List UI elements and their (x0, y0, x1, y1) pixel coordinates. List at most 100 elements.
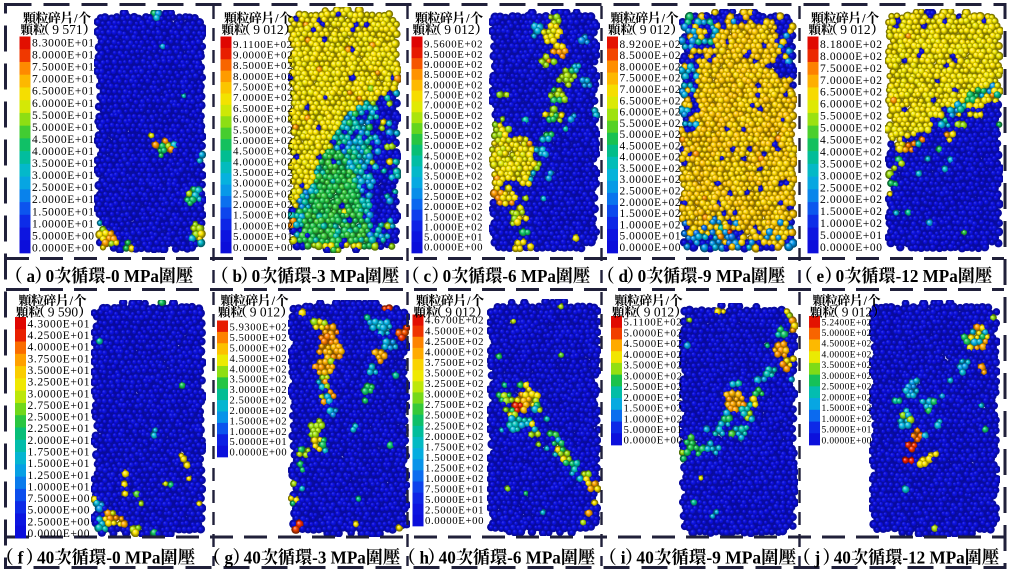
svg-text:7.0000E+02: 7.0000E+02 (820, 75, 883, 87)
svg-text:/: / (661, 12, 666, 26)
svg-text:4.5000E+02: 4.5000E+02 (425, 325, 484, 337)
svg-text:4.5000E+02: 4.5000E+02 (820, 135, 883, 147)
svg-text:3.5000E+02: 3.5000E+02 (233, 167, 293, 179)
svg-text:1.5000E+01: 1.5000E+01 (32, 206, 95, 218)
svg-text:7.5000E+02: 7.5000E+02 (233, 82, 293, 94)
svg-text:6.5000E+02: 6.5000E+02 (233, 103, 293, 115)
svg-text:2.5000E+01: 2.5000E+01 (32, 182, 95, 194)
svg-text:2.0000E+02: 2.0000E+02 (233, 199, 293, 211)
svg-text:5.0000E+02: 5.0000E+02 (820, 123, 883, 135)
svg-text:1.5000E+02: 1.5000E+02 (424, 211, 483, 223)
svg-text:8.0000E+02: 8.0000E+02 (820, 51, 883, 63)
svg-text:5.0000E+01: 5.0000E+01 (624, 424, 683, 436)
svg-text:d: d (619, 266, 629, 287)
svg-text:9 012: 9 012 (842, 305, 872, 320)
svg-text:0.0000E+00: 0.0000E+00 (28, 528, 91, 540)
svg-text:8.5000E+02: 8.5000E+02 (620, 50, 682, 62)
svg-text:2.0000E+01: 2.0000E+01 (28, 435, 91, 447)
svg-text:2.5000E+02: 2.5000E+02 (424, 191, 483, 203)
svg-text:8.0000E+02: 8.0000E+02 (424, 79, 483, 91)
svg-text:3.5000E+02: 3.5000E+02 (620, 163, 682, 175)
svg-text:5.5000E+02: 5.5000E+02 (820, 111, 883, 123)
svg-text:9.5600E+02: 9.5600E+02 (424, 39, 483, 51)
svg-text:4.5000E+02: 4.5000E+02 (233, 146, 293, 158)
svg-text:1.5000E+02: 1.5000E+02 (620, 208, 682, 220)
svg-text:3.5000E+01: 3.5000E+01 (28, 365, 91, 377)
svg-text:0: 0 (638, 266, 647, 287)
svg-text:2.5000E+02: 2.5000E+02 (822, 383, 872, 393)
svg-text:4.5000E+02: 4.5000E+02 (424, 150, 483, 162)
svg-text:4.0000E+01: 4.0000E+01 (32, 146, 95, 158)
svg-text:0.0000E+00: 0.0000E+00 (230, 448, 288, 459)
svg-text:6.5000E+02: 6.5000E+02 (620, 95, 682, 107)
svg-text:8.0000E+02: 8.0000E+02 (233, 71, 293, 83)
svg-text:4.0000E+02: 4.0000E+02 (820, 146, 883, 158)
svg-text:0.0000E+00: 0.0000E+00 (624, 435, 683, 447)
svg-text:1.0000E+02: 1.0000E+02 (822, 415, 872, 425)
svg-text:3.2500E+02: 3.2500E+02 (425, 378, 484, 390)
svg-text:5.5000E+02: 5.5000E+02 (233, 124, 293, 136)
svg-text:9 590: 9 590 (48, 305, 79, 320)
svg-text:0: 0 (443, 266, 452, 287)
svg-text:-0 MPa: -0 MPa (106, 547, 160, 567)
svg-text:3.2500E+01: 3.2500E+01 (28, 377, 91, 389)
svg-text:1.7500E+02: 1.7500E+02 (425, 441, 484, 453)
svg-text:2.5000E+01: 2.5000E+01 (28, 412, 91, 424)
svg-text:40: 40 (636, 547, 654, 567)
svg-text:7.5000E+01: 7.5000E+01 (425, 484, 484, 496)
svg-text:40: 40 (37, 547, 54, 567)
svg-text:1.5000E+01: 1.5000E+01 (28, 458, 91, 470)
svg-text:1.5000E+02: 1.5000E+02 (822, 404, 872, 414)
svg-text:3.0000E+02: 3.0000E+02 (230, 385, 288, 396)
svg-text:9.0000E+02: 9.0000E+02 (424, 59, 483, 71)
svg-text:4.0000E+02: 4.0000E+02 (620, 152, 682, 164)
svg-text:-12 MPa: -12 MPa (896, 266, 958, 287)
svg-text:4.2500E+01: 4.2500E+01 (28, 330, 91, 342)
svg-text:2.0000E+02: 2.0000E+02 (624, 392, 683, 404)
svg-text:6.0000E+02: 6.0000E+02 (233, 114, 293, 126)
svg-text:3.0000E+02: 3.0000E+02 (620, 174, 682, 186)
svg-text:7.0000E+02: 7.0000E+02 (233, 92, 293, 104)
svg-text:1.5000E+02: 1.5000E+02 (233, 210, 293, 222)
svg-text:3.5000E+02: 3.5000E+02 (624, 360, 683, 372)
svg-text:1.2500E+01: 1.2500E+01 (28, 470, 91, 482)
svg-text:3.0000E+02: 3.0000E+02 (424, 181, 483, 193)
svg-text:2.5000E+02: 2.5000E+02 (624, 381, 683, 393)
svg-text:9 012: 9 012 (253, 22, 283, 37)
svg-text:2.0000E+02: 2.0000E+02 (230, 406, 288, 417)
svg-text:3.0000E+02: 3.0000E+02 (820, 170, 883, 182)
svg-text:1.5000E+02: 1.5000E+02 (230, 416, 288, 427)
svg-text:3.7500E+02: 3.7500E+02 (425, 357, 484, 369)
svg-text:8.1800E+02: 8.1800E+02 (820, 39, 883, 51)
svg-text:7.5000E+02: 7.5000E+02 (820, 63, 883, 75)
svg-text:2.2500E+01: 2.2500E+01 (28, 423, 91, 435)
svg-text:9.1100E+02: 9.1100E+02 (233, 39, 293, 51)
svg-text:g: g (225, 547, 234, 568)
svg-text:5.0000E+02: 5.0000E+02 (424, 140, 483, 152)
svg-text:-3 MPa: -3 MPa (311, 266, 365, 287)
svg-text:2.2500E+02: 2.2500E+02 (425, 420, 484, 432)
svg-text:-3 MPa: -3 MPa (312, 547, 366, 568)
svg-text:8.9200E+02: 8.9200E+02 (620, 39, 682, 51)
svg-text:3.0000E+02: 3.0000E+02 (233, 178, 293, 190)
svg-text:c: c (424, 266, 432, 287)
svg-text:/: / (69, 294, 74, 308)
svg-text:5.9300E+02: 5.9300E+02 (230, 323, 288, 334)
svg-text:5.0000E+02: 5.0000E+02 (230, 344, 288, 355)
svg-text:2.0000E+02: 2.0000E+02 (425, 431, 484, 443)
svg-text:3.5000E+01: 3.5000E+01 (32, 158, 95, 170)
svg-text:4.6700E+02: 4.6700E+02 (425, 315, 484, 327)
svg-text:8.3000E+01: 8.3000E+01 (32, 38, 95, 50)
svg-text:i: i (621, 547, 626, 567)
svg-text:7.5000E+01: 7.5000E+01 (32, 62, 95, 74)
svg-text:9 012: 9 012 (444, 22, 474, 37)
svg-text:/: / (861, 12, 866, 26)
svg-text:0: 0 (836, 266, 845, 287)
svg-text:0.0000E+00: 0.0000E+00 (820, 242, 883, 254)
svg-text:5.5000E+02: 5.5000E+02 (424, 130, 483, 142)
svg-text:4.0000E+02: 4.0000E+02 (424, 161, 483, 173)
svg-text:2.5000E+02: 2.5000E+02 (233, 188, 293, 200)
svg-text:4.5000E+02: 4.5000E+02 (620, 140, 682, 152)
svg-text:7.5000E+02: 7.5000E+02 (620, 73, 682, 85)
svg-text:6.0000E+02: 6.0000E+02 (820, 99, 883, 111)
